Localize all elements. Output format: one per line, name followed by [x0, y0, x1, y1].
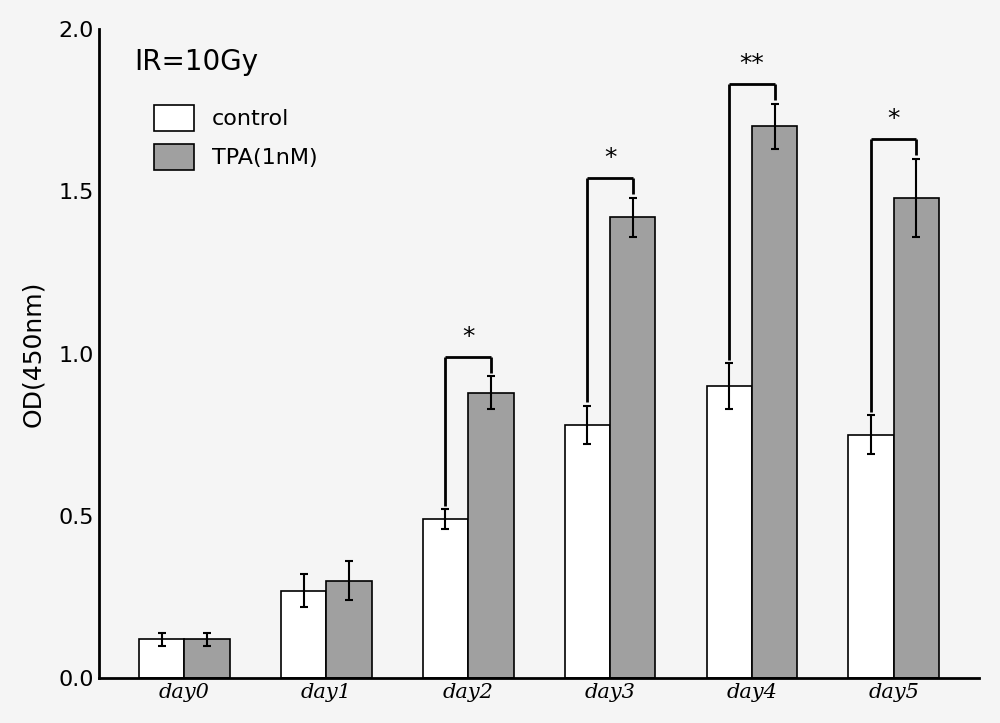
Bar — [139, 639, 184, 678]
Bar — [184, 639, 230, 678]
Bar — [610, 217, 655, 678]
Legend: control, TPA(1nM): control, TPA(1nM) — [154, 105, 318, 170]
Text: *: * — [462, 325, 474, 348]
Bar — [848, 435, 894, 678]
Text: *: * — [604, 146, 616, 170]
Text: *: * — [888, 107, 900, 131]
Bar — [707, 386, 752, 678]
Text: IR=10Gy: IR=10Gy — [134, 48, 258, 77]
Bar — [281, 591, 326, 678]
Bar — [468, 393, 514, 678]
Bar — [752, 127, 797, 678]
Bar — [894, 197, 939, 678]
Text: **: ** — [740, 52, 764, 76]
Bar — [326, 581, 372, 678]
Bar — [423, 519, 468, 678]
Y-axis label: OD(450nm): OD(450nm) — [21, 281, 45, 427]
Bar — [565, 425, 610, 678]
